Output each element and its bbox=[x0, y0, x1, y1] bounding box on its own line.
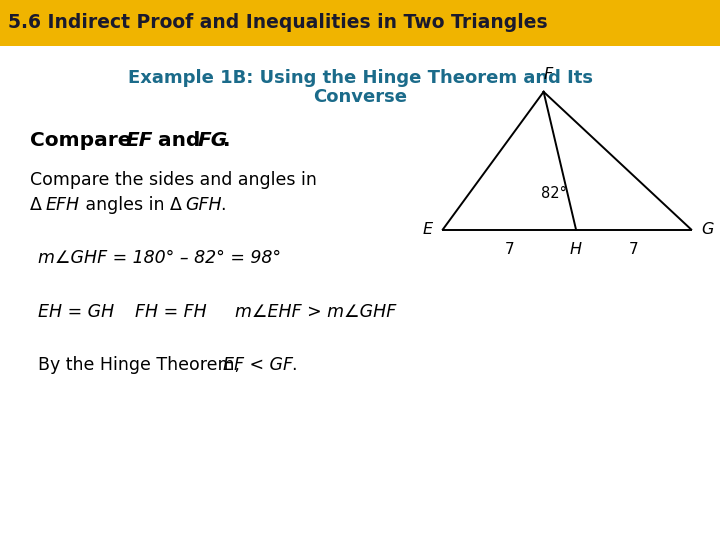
Text: Compare: Compare bbox=[30, 131, 138, 150]
Text: .: . bbox=[291, 356, 297, 374]
Text: 5.6 Indirect Proof and Inequalities in Two Triangles: 5.6 Indirect Proof and Inequalities in T… bbox=[8, 14, 548, 32]
Text: and: and bbox=[151, 131, 207, 150]
Text: 82°: 82° bbox=[541, 186, 567, 201]
Text: Converse: Converse bbox=[313, 88, 407, 106]
Text: H: H bbox=[570, 241, 582, 256]
Text: G: G bbox=[701, 222, 714, 237]
Bar bbox=[0, 0, 720, 46]
Text: FH = FH: FH = FH bbox=[135, 303, 207, 321]
Text: F: F bbox=[544, 67, 553, 82]
Text: GFH: GFH bbox=[185, 196, 222, 214]
Text: EF: EF bbox=[126, 131, 153, 150]
Text: Example 1B: Using the Hinge Theorem and Its: Example 1B: Using the Hinge Theorem and … bbox=[127, 69, 593, 87]
Text: EFH: EFH bbox=[46, 196, 80, 214]
Text: EF < GF: EF < GF bbox=[223, 356, 293, 374]
Text: m∠GHF = 180° – 82° = 98°: m∠GHF = 180° – 82° = 98° bbox=[38, 249, 281, 267]
Text: E: E bbox=[423, 222, 433, 237]
Text: .: . bbox=[223, 131, 230, 150]
Text: 7: 7 bbox=[505, 241, 514, 256]
Text: By the Hinge Theorem,: By the Hinge Theorem, bbox=[38, 356, 246, 374]
Text: .: . bbox=[220, 196, 225, 214]
Text: angles in Δ: angles in Δ bbox=[80, 196, 182, 214]
Text: EH = GH: EH = GH bbox=[38, 303, 114, 321]
Text: FG: FG bbox=[198, 131, 228, 150]
Text: m∠EHF > m∠GHF: m∠EHF > m∠GHF bbox=[235, 303, 396, 321]
Text: 7: 7 bbox=[629, 241, 639, 256]
Text: Δ: Δ bbox=[30, 196, 42, 214]
Text: Compare the sides and angles in: Compare the sides and angles in bbox=[30, 171, 317, 189]
